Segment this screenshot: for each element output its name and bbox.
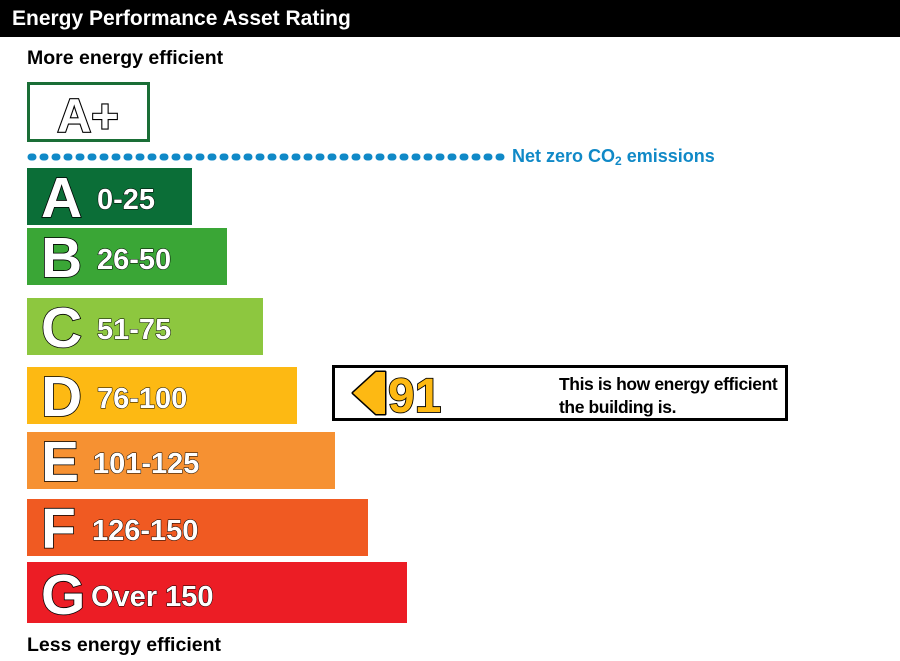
svg-text:F: F bbox=[41, 499, 76, 556]
svg-text:126-150: 126-150 bbox=[92, 515, 198, 547]
svg-text:B: B bbox=[41, 228, 82, 285]
svg-text:91: 91 bbox=[388, 370, 441, 421]
svg-text:0-25: 0-25 bbox=[97, 184, 155, 216]
svg-text:51-75: 51-75 bbox=[97, 314, 171, 346]
svg-text:Over 150: Over 150 bbox=[91, 581, 214, 613]
svg-text:101-125: 101-125 bbox=[93, 448, 199, 480]
svg-text:C: C bbox=[41, 298, 82, 355]
svg-text:A+: A+ bbox=[57, 89, 118, 142]
svg-text:G: G bbox=[41, 563, 85, 623]
svg-text:76-100: 76-100 bbox=[97, 383, 187, 415]
svg-text:A: A bbox=[41, 168, 82, 225]
svg-text:D: D bbox=[41, 367, 82, 424]
svg-text:26-50: 26-50 bbox=[97, 244, 171, 276]
svg-text:E: E bbox=[41, 432, 79, 489]
